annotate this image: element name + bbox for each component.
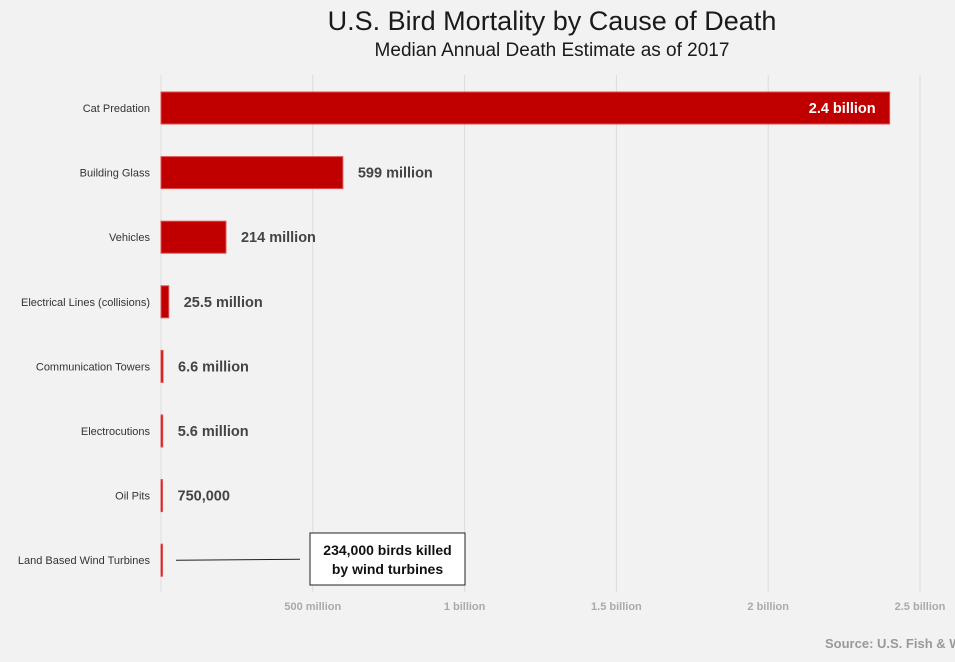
value-label: 25.5 million — [184, 295, 263, 311]
x-tick-label: 2.5 billion — [895, 601, 946, 613]
value-label: 599 million — [358, 166, 433, 182]
x-tick-label: 500 million — [284, 601, 341, 613]
category-label: Electrocutions — [81, 426, 151, 438]
chart-subtitle: Median Annual Death Estimate as of 2017 — [375, 40, 730, 61]
annotation-leader-line — [175, 558, 301, 561]
bar — [160, 414, 164, 448]
bar — [160, 543, 163, 577]
annotation-text: 234,000 birds killed — [323, 542, 451, 558]
annotation-text: by wind turbines — [332, 561, 443, 577]
gridlines — [160, 75, 921, 592]
category-label: Electrical Lines (collisions) — [21, 297, 150, 309]
bar — [160, 91, 891, 125]
value-label: 6.6 million — [178, 359, 249, 375]
x-tick-label: 1 billion — [444, 601, 486, 613]
bar — [160, 285, 170, 319]
category-label: Communication Towers — [36, 361, 151, 373]
bar — [160, 349, 164, 383]
source-note: Source: U.S. Fish & W — [825, 636, 955, 651]
value-label: 214 million — [241, 230, 316, 246]
category-labels: Cat Predation Building Glass Vehicles Elect… — [18, 103, 151, 567]
category-label: Building Glass — [80, 168, 151, 180]
x-tick-label: 1.5 billion — [591, 601, 642, 613]
wind-turbine-annotation: 234,000 birds killed by wind turbines — [175, 532, 466, 586]
bar — [160, 479, 163, 513]
bar — [160, 220, 227, 254]
x-axis-tick-labels: 500 million 1 billion 1.5 billion 2 billion… — [284, 601, 945, 613]
bars-group — [160, 91, 891, 577]
annotation-box — [309, 532, 466, 586]
value-labels: 2.4 billion 599 million 214 million 25.5 mi… — [178, 101, 876, 505]
category-label: Land Based Wind Turbines — [18, 555, 151, 567]
value-label: 2.4 billion — [809, 101, 876, 117]
category-label: Oil Pits — [115, 491, 150, 503]
chart-title: U.S. Bird Mortality by Cause of Death — [328, 6, 777, 36]
x-tick-label: 2 billion — [747, 601, 789, 613]
category-label: Vehicles — [109, 232, 150, 244]
bar — [160, 156, 344, 190]
category-label: Cat Predation — [83, 103, 150, 115]
value-label: 750,000 — [178, 489, 230, 505]
value-label: 5.6 million — [178, 424, 249, 440]
